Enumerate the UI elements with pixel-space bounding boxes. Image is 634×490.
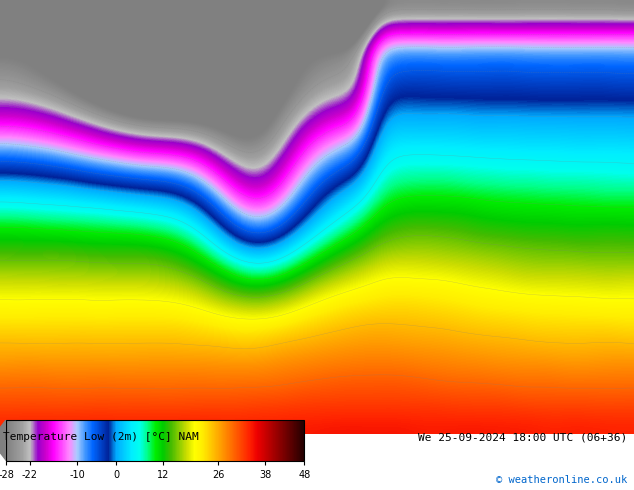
Text: We 25-09-2024 18:00 UTC (06+36): We 25-09-2024 18:00 UTC (06+36) [418, 433, 628, 442]
Polygon shape [0, 419, 6, 461]
Text: Temperature Low (2m) [°C] NAM: Temperature Low (2m) [°C] NAM [3, 433, 199, 442]
Text: © weatheronline.co.uk: © weatheronline.co.uk [496, 475, 628, 485]
